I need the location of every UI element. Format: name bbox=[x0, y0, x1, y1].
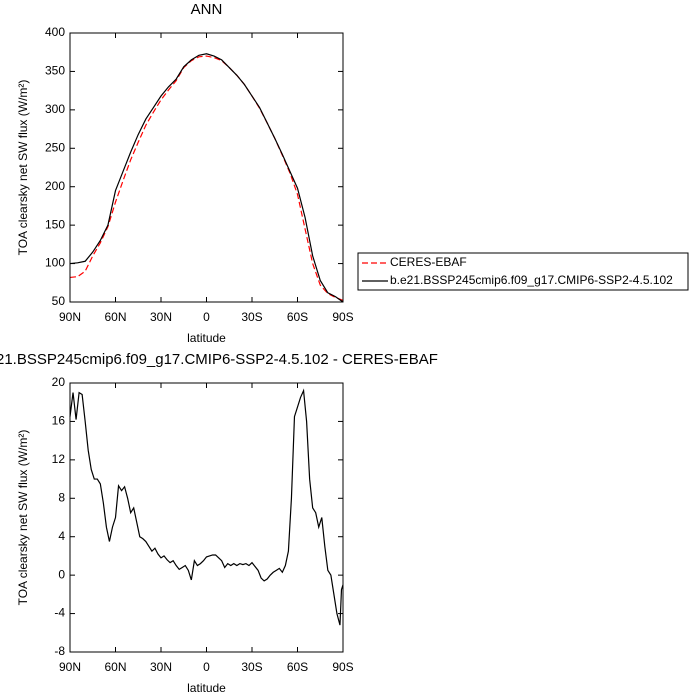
y-tick-label: 16 bbox=[52, 414, 66, 428]
y-tick-label: -4 bbox=[54, 606, 65, 620]
y-tick-label: -8 bbox=[54, 644, 65, 658]
y-tick-label: 150 bbox=[45, 217, 65, 231]
plot-frame bbox=[69, 382, 344, 653]
x-tick-label: 90N bbox=[59, 310, 81, 324]
data-line bbox=[69, 388, 344, 626]
legend-box bbox=[357, 252, 689, 291]
x-axis-label: latitude bbox=[187, 681, 226, 695]
x-tick-label: 90N bbox=[59, 660, 81, 674]
y-tick-label: 250 bbox=[45, 140, 65, 154]
x-tick-label: 30S bbox=[241, 310, 262, 324]
y-tick-label: 4 bbox=[58, 529, 65, 543]
y-tick-label: 0 bbox=[58, 567, 65, 581]
x-tick-label: 0 bbox=[203, 310, 210, 324]
x-tick-label: 60N bbox=[104, 660, 126, 674]
x-tick-label: 30N bbox=[150, 660, 172, 674]
y-tick-label: 100 bbox=[45, 256, 65, 270]
y-tick-label: 12 bbox=[52, 452, 66, 466]
x-tick-label: 60S bbox=[287, 660, 308, 674]
legend-label: b.e21.BSSP245cmip6.f09_g17.CMIP6-SSP2-4.… bbox=[390, 273, 673, 287]
y-axis-label: TOA clearsky net SW flux (W/m²) bbox=[16, 430, 30, 606]
y-tick-label: 20 bbox=[52, 375, 66, 389]
x-tick-label: 60N bbox=[104, 310, 126, 324]
x-tick-label: 30N bbox=[150, 310, 172, 324]
y-axis-label: TOA clearsky net SW flux (W/m²) bbox=[16, 80, 30, 256]
legend-label: CERES-EBAF bbox=[390, 255, 467, 269]
x-axis-label: latitude bbox=[187, 331, 226, 345]
plot-frame bbox=[69, 32, 344, 303]
y-tick-label: 400 bbox=[45, 25, 65, 39]
data-line bbox=[69, 53, 344, 303]
data-line bbox=[69, 55, 344, 302]
x-tick-label: 90S bbox=[332, 310, 353, 324]
y-tick-label: 350 bbox=[45, 64, 65, 78]
x-tick-label: 60S bbox=[287, 310, 308, 324]
y-tick-label: 300 bbox=[45, 102, 65, 116]
y-tick-label: 200 bbox=[45, 179, 65, 193]
x-tick-label: 90S bbox=[332, 660, 353, 674]
x-tick-label: 30S bbox=[241, 660, 262, 674]
y-tick-label: 50 bbox=[52, 294, 66, 308]
chart-title: b.e21.BSSP245cmip6.f09_g17.CMIP6-SSP2-4.… bbox=[0, 351, 438, 368]
x-tick-label: 0 bbox=[203, 660, 210, 674]
y-tick-label: 8 bbox=[58, 490, 65, 504]
chart-title: ANN bbox=[191, 1, 223, 18]
